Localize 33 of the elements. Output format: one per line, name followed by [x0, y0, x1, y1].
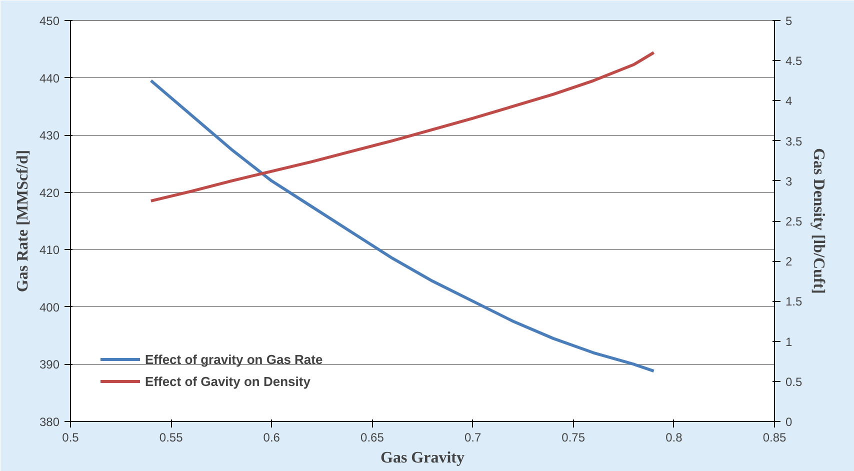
y2-axis-title: Gas Density [lb/Cuft] [810, 148, 828, 294]
x-tick-label: 0.65 [360, 430, 384, 444]
y-tick-label: 420 [39, 186, 60, 200]
y-tick-label: 400 [39, 300, 60, 314]
x-tick-label: 0.8 [666, 430, 683, 444]
y-axis-title: Gas Rate [MMScf/d] [14, 150, 32, 292]
y-tick-label: 440 [39, 71, 60, 86]
y-tick-label: 390 [39, 358, 60, 372]
x-tick-label: 0.85 [762, 430, 787, 444]
y2-tick-label: 2 [786, 254, 792, 269]
x-tick-label: 0.5 [62, 430, 80, 444]
y2-tick-label: 0 [786, 415, 792, 429]
y2-tick-label: 1.5 [786, 294, 803, 309]
y2-tick-label: 4.5 [786, 54, 803, 68]
legend-label: Effect of gravity on Gas Rate [145, 352, 323, 366]
x-tick-label: 0.75 [562, 430, 586, 444]
y-tick-label: 430 [39, 128, 60, 143]
y2-tick-label: 1 [786, 334, 792, 349]
x-axis-title: Gas Gravity [380, 450, 465, 466]
x-tick-label: 0.7 [464, 430, 482, 444]
y2-tick-label: 3.5 [786, 134, 803, 148]
y2-tick-label: 2.5 [786, 214, 803, 228]
legend-label: Effect of Gavity on Density [145, 374, 310, 388]
y-tick-label: 410 [39, 243, 60, 258]
y2-tick-label: 0.5 [786, 374, 803, 389]
y-tick-label: 380 [39, 415, 60, 429]
y2-tick-label: 5 [786, 14, 792, 28]
y2-tick-label: 4 [786, 94, 792, 108]
y-tick-label: 450 [39, 14, 60, 28]
x-tick-label: 0.55 [159, 430, 184, 444]
y2-tick-label: 3 [786, 174, 792, 188]
x-tick-label: 0.6 [263, 430, 280, 444]
line-series [149, 51, 656, 202]
